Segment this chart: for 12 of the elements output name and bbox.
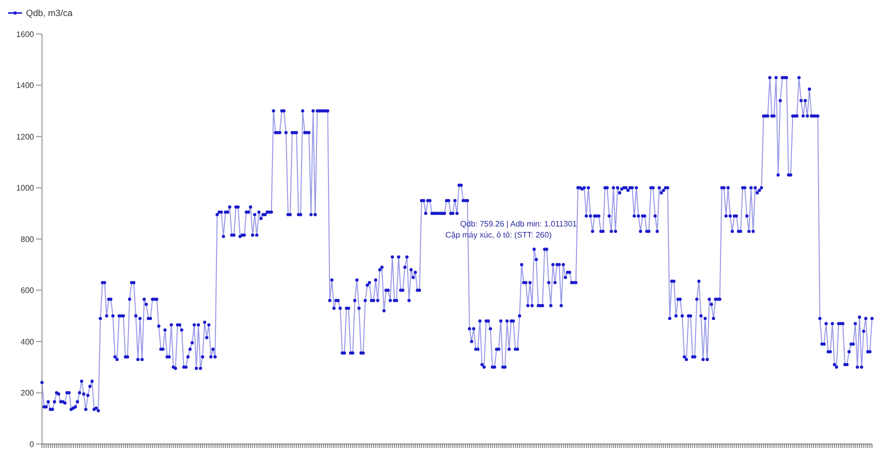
legend-label: Qdb, m3/ca (26, 8, 73, 18)
y-tick-label: 1600 (16, 30, 35, 39)
y-tick-label: 800 (20, 234, 35, 244)
y-tick-label: 1200 (16, 132, 35, 142)
y-tick-label: 0 (30, 440, 35, 449)
y-tick-label: 1400 (16, 81, 35, 90)
annotation: Qdb: 759.26 | Adb min: 1.011301 (460, 220, 578, 229)
annotation: Cặp máy xúc, ô tô: (STT: 260) (445, 230, 552, 240)
y-tick-label: 400 (20, 337, 35, 346)
y-tick-label: 200 (20, 388, 35, 398)
y-tick-label: 1000 (16, 184, 35, 193)
y-tick-label: 600 (20, 286, 35, 296)
